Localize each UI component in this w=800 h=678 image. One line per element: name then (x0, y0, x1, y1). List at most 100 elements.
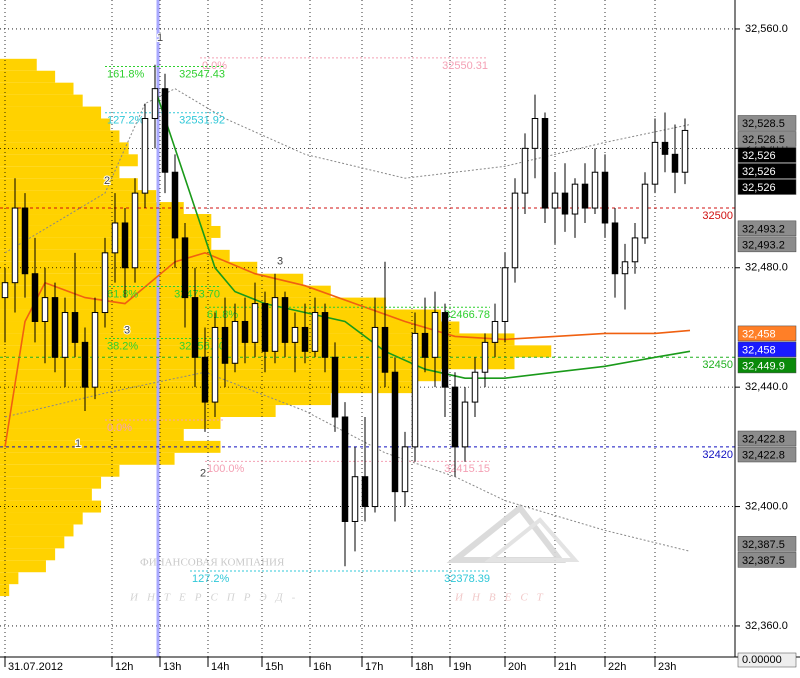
indicator-lines (4, 88, 691, 552)
y-tick-label: 32,400.0 (745, 500, 788, 512)
candle-body (191, 297, 199, 358)
watermark-name: ИНТЕРСПРЭД- (129, 592, 304, 604)
candle-body (41, 297, 49, 322)
profile-bar (0, 512, 83, 525)
candle-body (211, 326, 219, 403)
profile-bar (0, 452, 175, 465)
fib-percent: 0.0% (202, 60, 227, 72)
fib-price: 32547.43 (179, 68, 225, 80)
candle-body (91, 312, 99, 388)
price-tag (737, 325, 797, 342)
fib-percent: 38.2% (107, 340, 138, 352)
fib-percent: 61.8% (207, 309, 238, 321)
x-tick-label: 22h (608, 661, 626, 673)
candle-body (671, 153, 679, 173)
profile-bar (0, 405, 276, 418)
candle-body (421, 332, 429, 358)
profile-bar (0, 130, 120, 143)
candle-body (511, 192, 519, 269)
y-tick-label: 32,480.0 (745, 262, 788, 274)
price-tag (737, 341, 797, 358)
candle-body (551, 192, 559, 209)
fib-percent: 161.8% (107, 68, 145, 80)
price-tag (737, 357, 797, 374)
x-tick-label: 20h (508, 661, 526, 673)
indicator-line (4, 88, 691, 254)
profile-bar (0, 584, 10, 597)
profile-bar (0, 178, 138, 191)
price-tag-label: 32,449.9 (742, 360, 785, 372)
profile-bar (0, 536, 65, 549)
fib-price: 32466.78 (444, 309, 490, 321)
wave-labels: 1 2 3 3 1 2 (74, 31, 284, 481)
candle-body (621, 261, 629, 275)
price-tag (737, 552, 797, 568)
candle-body (171, 171, 179, 239)
candle-body (391, 371, 399, 493)
candle-body (201, 356, 209, 403)
profile-bar (0, 237, 212, 250)
fib-price: 32531.92 (179, 115, 225, 127)
wave-label: 1 (75, 438, 81, 450)
candle-body (101, 252, 109, 314)
candle-body (131, 192, 139, 269)
candles (1, 64, 689, 567)
candle-body (611, 222, 619, 275)
price-tag-label: 32,526 (742, 150, 776, 162)
level-label: 32500 (702, 210, 733, 222)
profile-bar (0, 417, 221, 429)
fib-price: 32550.31 (442, 60, 488, 72)
fib-percent: 127.2% (192, 573, 230, 585)
profile-bar (0, 58, 37, 71)
price-tag-label: 32,526 (742, 182, 776, 194)
candle-body (371, 326, 379, 508)
candle-body (301, 326, 309, 352)
price-tag-label: 32,526 (742, 166, 776, 178)
profile-bar (0, 166, 120, 179)
price-tag-label: 32,387.5 (742, 555, 785, 567)
watermark: ФИНАНСОВАЯ КОМПАНИЯ ИНТЕРСПРЭД- ИНВЕСТ (129, 503, 580, 604)
profile-bar (0, 321, 460, 334)
price-tag (737, 131, 797, 147)
profile-bar (0, 369, 441, 382)
candle-body (281, 297, 289, 343)
candle-body (1, 282, 9, 299)
fib-percent: 61.8% (107, 288, 138, 300)
profile-bar (0, 154, 138, 167)
profile-bar (0, 225, 221, 238)
price-tag (737, 115, 797, 131)
candle-body (231, 320, 239, 364)
price-tag-label: 32,528.5 (742, 118, 785, 130)
price-tag-label: 32,422.8 (742, 449, 785, 461)
profile-bar (0, 524, 74, 537)
candle-body (261, 303, 269, 352)
candle-body (331, 356, 339, 418)
fib-price: 32378.39 (444, 573, 490, 585)
profile-bar (0, 214, 212, 226)
candle-body (341, 416, 349, 522)
logo (484, 517, 580, 562)
candle-body (411, 332, 419, 448)
profile-bar (0, 476, 102, 489)
price-tag (737, 236, 797, 253)
price-tag (737, 536, 797, 552)
fib-percent: 127.2% (107, 115, 145, 127)
x-tick-label: 12h (115, 661, 133, 673)
candle-body (141, 118, 149, 194)
candle-body (591, 171, 599, 209)
candle-body (491, 320, 499, 343)
candle-body (351, 476, 359, 522)
profile-bar (0, 428, 184, 441)
fib-price: 32415.15 (444, 463, 490, 475)
candle-body (271, 297, 279, 352)
candle-body (601, 171, 609, 224)
candle-body (441, 312, 449, 388)
price-tag (737, 430, 797, 447)
x-tick-label: 17h (365, 661, 383, 673)
candle-body (21, 207, 29, 275)
candle-body (291, 326, 299, 343)
candle-body (71, 312, 79, 343)
candle-body (401, 446, 409, 493)
candle-body (151, 88, 159, 120)
candle-body (531, 118, 539, 149)
